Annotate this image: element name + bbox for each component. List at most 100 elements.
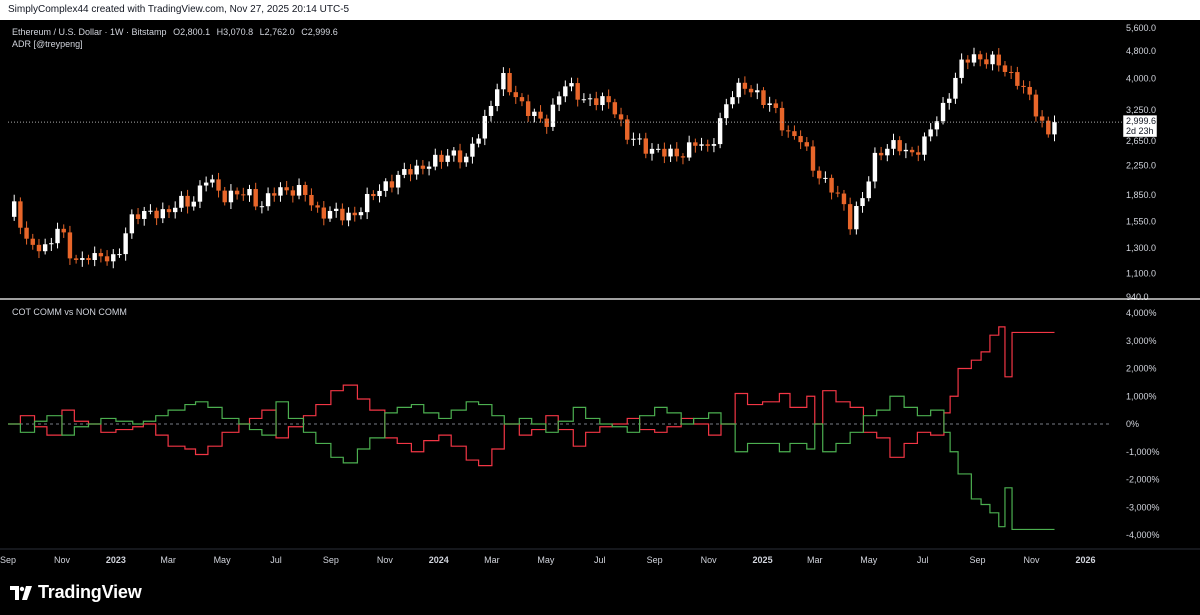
candle: [693, 138, 698, 153]
tradingview-brand[interactable]: TradingView: [10, 582, 142, 603]
candle-body: [581, 99, 587, 101]
candle-body: [885, 148, 890, 156]
candle: [296, 178, 302, 200]
candle-body: [179, 195, 184, 208]
candle: [494, 83, 500, 112]
candle: [389, 174, 395, 193]
candle: [346, 207, 351, 227]
candle-body: [847, 204, 853, 230]
candle-body: [18, 201, 23, 228]
candle: [501, 67, 506, 97]
candle: [1027, 81, 1032, 101]
candle: [470, 137, 475, 164]
candle: [724, 98, 729, 126]
candle-body: [810, 146, 816, 171]
cot-tick-label: 0%: [1126, 419, 1139, 429]
candle-body: [67, 232, 73, 259]
time-tick-label: Sep: [970, 555, 986, 565]
candle: [309, 188, 314, 211]
candle: [953, 72, 958, 104]
attribution-bar: SimplyComplex44 created with TradingView…: [0, 0, 1200, 20]
candle-body: [278, 187, 283, 196]
candle: [971, 47, 977, 67]
candle-body: [222, 190, 227, 203]
chart-area[interactable]: 5,600.0 4,800.0 4,000.0 3,250.0 2,650.0 2,250…: [0, 20, 1200, 570]
time-tick-label: Mar: [484, 555, 500, 565]
candle: [98, 248, 104, 263]
last-price-label: 2,999.6: [1126, 116, 1156, 126]
candle: [538, 105, 543, 123]
candle: [123, 227, 128, 261]
candle: [253, 182, 258, 211]
candle: [742, 76, 748, 95]
candle: [420, 160, 426, 175]
candle: [234, 187, 240, 200]
cot-tick-label: 3,000%: [1126, 336, 1157, 346]
attribution-text: SimplyComplex44 created with TradingView…: [8, 4, 350, 15]
candle-body: [439, 154, 444, 162]
candle: [891, 133, 896, 156]
ohlc-open: O2,800.1: [173, 27, 210, 37]
candle-body: [303, 185, 308, 195]
time-tick-label: 2025: [753, 555, 773, 565]
candle: [1039, 110, 1045, 128]
candle-body: [414, 165, 419, 175]
candle-body: [525, 101, 531, 116]
candle: [433, 148, 438, 171]
candle-body: [513, 92, 518, 98]
candle-body: [866, 181, 871, 199]
candle-body: [104, 256, 110, 262]
candle: [600, 92, 605, 111]
candle: [872, 147, 878, 189]
candle: [73, 254, 79, 264]
candle: [940, 97, 946, 125]
candle-body: [625, 119, 630, 140]
candle-body: [668, 148, 673, 157]
candle-body: [358, 212, 364, 216]
candle: [210, 174, 215, 188]
candle: [160, 202, 166, 224]
candle: [61, 224, 66, 238]
candle-body: [823, 177, 828, 179]
candle-body: [631, 138, 636, 140]
candle: [191, 196, 196, 211]
symbol-legend: Ethereum / U.S. Dollar · 1W · Bitstamp O…: [12, 27, 338, 37]
candle: [569, 77, 574, 92]
candle: [885, 144, 890, 162]
candle-body: [693, 142, 698, 146]
candle: [42, 238, 48, 255]
candle-body: [773, 103, 779, 108]
candle-body: [333, 208, 339, 211]
candle: [395, 170, 401, 195]
candle: [24, 221, 29, 245]
candle: [278, 182, 283, 202]
candle: [216, 172, 221, 198]
candle-body: [464, 156, 469, 163]
candle: [117, 248, 122, 258]
candle: [241, 187, 246, 201]
time-tick-label: Mar: [160, 555, 176, 565]
candle-body: [928, 129, 933, 137]
candle-body: [792, 131, 797, 137]
candle-body: [550, 104, 556, 127]
candle-body: [606, 96, 611, 103]
candle-body: [272, 193, 277, 196]
candle: [172, 201, 178, 219]
candle: [606, 89, 611, 109]
candle-body: [835, 192, 840, 194]
candle: [464, 153, 469, 167]
candle: [532, 108, 537, 123]
candle: [984, 52, 989, 69]
candle: [779, 101, 785, 136]
candle: [148, 204, 153, 215]
time-tick-label: Sep: [323, 555, 339, 565]
price-tick-label: 1,100.0: [1126, 268, 1156, 278]
candle-body: [600, 96, 605, 106]
candle: [637, 133, 642, 145]
candle-body: [984, 59, 989, 65]
candle-body: [148, 210, 153, 212]
candle: [247, 184, 252, 202]
candle-body: [674, 148, 679, 157]
candle: [612, 98, 618, 119]
time-tick-label: 2024: [429, 555, 449, 565]
